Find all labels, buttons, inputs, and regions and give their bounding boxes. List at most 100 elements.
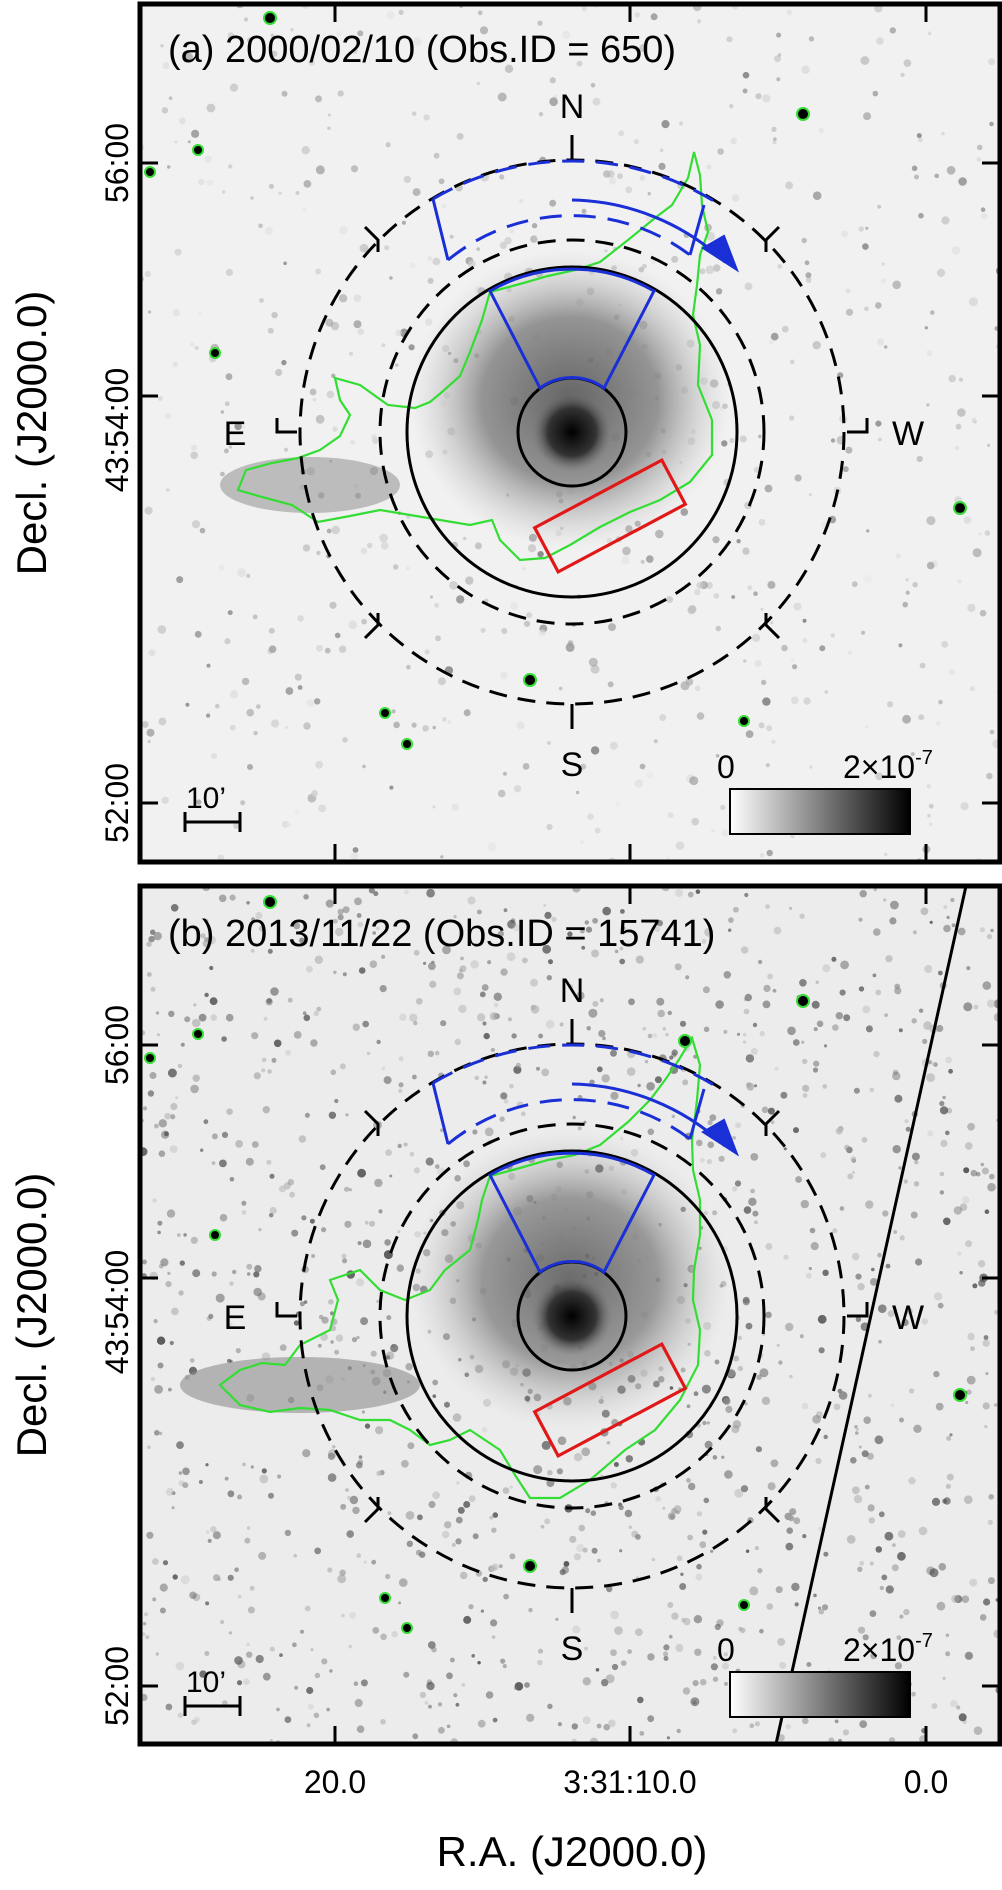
noise-speck (859, 986, 864, 991)
noise-speck (836, 1012, 843, 1019)
y-tick-label: 52:00 (99, 763, 135, 843)
noise-speck (277, 1474, 281, 1478)
noise-speck (244, 1538, 250, 1544)
noise-speck (246, 709, 254, 717)
noise-speck (327, 391, 335, 399)
noise-speck (523, 763, 530, 770)
noise-speck (236, 1348, 241, 1353)
noise-speck (779, 1662, 786, 1669)
noise-speck (941, 216, 949, 224)
noise-speck (989, 122, 994, 127)
noise-speck (242, 1463, 246, 1467)
noise-speck (890, 901, 899, 910)
noise-speck (342, 1258, 347, 1263)
noise-speck (349, 1188, 352, 1191)
noise-speck (177, 1233, 181, 1237)
noise-speck (988, 58, 995, 65)
noise-speck (259, 1475, 268, 1484)
noise-speck (793, 603, 801, 611)
noise-speck (385, 1149, 392, 1156)
noise-speck (248, 1607, 255, 1614)
noise-speck (168, 1069, 177, 1078)
noise-speck (251, 1032, 258, 1039)
noise-speck (409, 1014, 417, 1022)
noise-speck (862, 1006, 870, 1014)
noise-speck (640, 764, 646, 770)
noise-speck (354, 1681, 359, 1686)
noise-speck (475, 1076, 479, 1080)
noise-speck (635, 1534, 641, 1540)
noise-speck (308, 1704, 314, 1710)
noise-speck (531, 704, 534, 707)
noise-speck (268, 1493, 274, 1499)
noise-speck (729, 438, 734, 443)
noise-speck (471, 1654, 475, 1658)
noise-speck (634, 139, 639, 144)
noise-speck (869, 1517, 875, 1523)
noise-speck (791, 658, 795, 662)
noise-speck (428, 1501, 435, 1508)
noise-speck (984, 1335, 989, 1340)
noise-speck (428, 1051, 434, 1057)
noise-speck (941, 132, 945, 136)
noise-speck (152, 1597, 156, 1601)
noise-speck (262, 1468, 267, 1473)
noise-speck (580, 840, 584, 844)
noise-speck (442, 717, 447, 722)
noise-speck (210, 1014, 217, 1021)
noise-speck (252, 1141, 259, 1148)
noise-speck (841, 231, 848, 238)
noise-speck (912, 1153, 920, 1161)
noise-speck (834, 1404, 841, 1411)
noise-speck (602, 1037, 606, 1041)
noise-speck (285, 726, 288, 729)
noise-speck (191, 130, 199, 138)
noise-speck (205, 156, 212, 163)
noise-speck (906, 1127, 911, 1132)
noise-speck (204, 1119, 209, 1124)
noise-speck (288, 1179, 294, 1185)
noise-speck (926, 350, 932, 356)
noise-speck (945, 1057, 952, 1064)
noise-speck (799, 914, 804, 919)
noise-speck (832, 1024, 839, 1031)
noise-speck (254, 1265, 261, 1272)
noise-speck (744, 1009, 750, 1015)
noise-speck (303, 722, 310, 729)
noise-speck (746, 1323, 753, 1330)
noise-speck (494, 993, 502, 1001)
noise-speck (978, 532, 981, 535)
noise-speck (982, 1168, 989, 1175)
noise-speck (379, 534, 388, 543)
noise-speck (339, 646, 346, 653)
noise-speck (855, 1431, 859, 1435)
noise-speck (286, 687, 294, 695)
noise-speck (246, 901, 250, 905)
noise-speck (405, 1363, 412, 1370)
noise-speck (272, 1058, 277, 1063)
noise-speck (747, 585, 752, 590)
noise-speck (423, 114, 429, 120)
noise-speck (303, 208, 306, 211)
noise-speck (662, 1507, 665, 1510)
noise-speck (384, 1076, 392, 1084)
noise-speck (765, 485, 773, 493)
noise-speck (640, 175, 646, 181)
noise-speck (173, 362, 178, 367)
noise-speck (736, 539, 740, 543)
noise-speck (956, 424, 962, 430)
noise-speck (741, 946, 748, 953)
noise-speck (320, 1164, 326, 1170)
noise-speck (440, 1020, 446, 1026)
noise-speck (464, 709, 471, 716)
noise-speck (546, 1020, 555, 1029)
noise-speck (511, 1033, 516, 1038)
noise-speck (957, 408, 966, 417)
noise-speck (898, 1530, 906, 1538)
noise-speck (806, 277, 812, 283)
noise-speck (789, 907, 792, 910)
noise-speck (244, 17, 248, 21)
noise-speck (870, 1610, 877, 1617)
noise-speck (237, 568, 246, 577)
noise-speck (166, 1488, 174, 1496)
